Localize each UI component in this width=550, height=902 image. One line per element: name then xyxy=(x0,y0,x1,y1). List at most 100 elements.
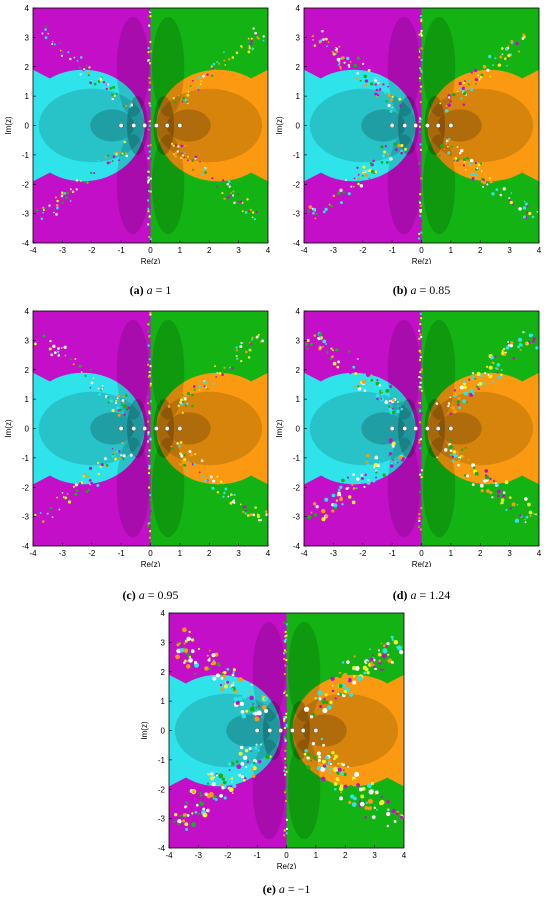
y-tick-label: 1 xyxy=(296,395,301,404)
plot-area xyxy=(304,311,539,546)
plot-area xyxy=(33,8,268,243)
caption-c: (c) a = 0.95 xyxy=(122,588,179,602)
basin-plot-d: -4-4 -3 -3 -2 -2 -1 -1 0 0 1 1 2 2 3 3 4 4 Re(z) Im(z) xyxy=(275,307,542,569)
y-tick-label: 4 xyxy=(25,307,30,316)
root-marker xyxy=(389,426,395,431)
root-marker xyxy=(118,123,124,128)
y-tick-label: -3 xyxy=(22,210,30,219)
y-tick-label: -4 xyxy=(22,239,30,248)
x-tick-label: 1 xyxy=(449,549,454,558)
y-tick-label: -2 xyxy=(158,785,166,794)
y-tick-label: 4 xyxy=(296,4,301,13)
basin-plot-e: -4-4 -3 -3 -2 -2 -1 -1 0 0 1 1 2 2 3 3 4 4 Re(z) Im(z) xyxy=(140,609,407,871)
x-tick-label: 3 xyxy=(236,549,241,558)
y-tick-label: 2 xyxy=(25,63,30,72)
root-marker xyxy=(313,728,319,733)
root-marker xyxy=(177,123,183,128)
y-axis-label: Im(z) xyxy=(4,419,13,438)
x-tick-label: -4 xyxy=(165,851,173,860)
root-marker xyxy=(448,426,454,431)
y-tick-label: -1 xyxy=(22,151,30,160)
root-marker xyxy=(153,123,159,128)
x-axis-label: Re(z) xyxy=(412,257,432,264)
y-tick-label: -2 xyxy=(293,180,301,189)
root-marker xyxy=(164,123,170,128)
x-tick-label: 0 xyxy=(148,246,153,255)
x-tick-label: -4 xyxy=(29,549,37,558)
root-marker xyxy=(402,123,408,128)
x-tick-label: -2 xyxy=(88,246,96,255)
x-tick-label: -1 xyxy=(389,549,397,558)
y-tick-label: 1 xyxy=(25,92,30,101)
x-tick-label: 2 xyxy=(343,851,348,860)
x-tick-label: 2 xyxy=(478,246,483,255)
x-tick-label: 1 xyxy=(178,549,183,558)
y-tick-label: -1 xyxy=(293,454,301,463)
y-tick-label: -4 xyxy=(158,844,166,853)
x-tick-label: 4 xyxy=(266,549,271,558)
x-axis-label: Re(z) xyxy=(412,560,432,567)
x-axis-label: Re(z) xyxy=(277,862,297,869)
y-tick-label: 0 xyxy=(25,122,30,131)
basin-plot-c: -4-4 -3 -3 -2 -2 -1 -1 0 0 1 1 2 2 3 3 4 4 Re(z) Im(z) xyxy=(4,307,271,569)
root-marker xyxy=(278,728,284,733)
plot-area xyxy=(33,311,268,546)
root-marker xyxy=(300,728,306,733)
root-marker xyxy=(254,728,260,733)
y-tick-label: 4 xyxy=(25,4,30,13)
x-tick-label: 4 xyxy=(537,549,542,558)
panel-a: -4 -4 -3 -3 -2 -2 -1 -1 0 0 1 1 2 2 3 3 4 4 Re(z) Im(z) xyxy=(2,2,274,269)
x-tick-label: 3 xyxy=(507,549,512,558)
x-tick-label: -1 xyxy=(118,246,126,255)
x-tick-label: -4 xyxy=(29,246,37,255)
x-tick-label: -2 xyxy=(88,549,96,558)
y-tick-label: -3 xyxy=(158,815,166,824)
y-tick-label: -4 xyxy=(22,542,30,551)
y-tick-label: 0 xyxy=(161,727,166,736)
x-tick-label: 2 xyxy=(207,549,212,558)
x-axis-label: Re(z) xyxy=(141,560,161,567)
root-marker xyxy=(435,123,441,128)
y-tick-label: 1 xyxy=(25,395,30,404)
y-tick-label: -2 xyxy=(293,483,301,492)
y-tick-label: 3 xyxy=(161,638,166,647)
y-tick-label: 0 xyxy=(25,425,30,434)
caption-d: (d) a = 1.24 xyxy=(392,588,451,602)
root-marker xyxy=(118,426,124,431)
y-tick-label: -1 xyxy=(22,454,30,463)
y-tick-label: 2 xyxy=(296,366,301,375)
y-tick-label: -4 xyxy=(293,542,301,551)
basin-plot-a: -4-4 -3 -3 -2 -2 -1 -1 0 0 1 1 2 2 3 3 4 4 Re(z) Im(z) xyxy=(4,4,271,266)
root-marker xyxy=(402,426,408,431)
y-tick-label: -1 xyxy=(293,151,301,160)
caption-e: (e) a = −1 xyxy=(262,882,311,896)
y-tick-label: -3 xyxy=(22,513,30,522)
x-tick-label: -3 xyxy=(59,246,67,255)
root-marker xyxy=(131,426,137,431)
x-tick-label: 1 xyxy=(449,246,454,255)
x-tick-label: 4 xyxy=(402,851,407,860)
x-tick-label: 3 xyxy=(372,851,377,860)
y-axis-label: Im(z) xyxy=(140,721,149,740)
y-axis-label: Im(z) xyxy=(275,419,284,438)
y-tick-label: -4 xyxy=(293,239,301,248)
root-marker xyxy=(413,123,419,128)
root-marker xyxy=(413,426,419,431)
x-tick-label: -2 xyxy=(359,549,367,558)
root-marker xyxy=(177,426,183,431)
x-tick-label: -3 xyxy=(330,549,338,558)
root-marker xyxy=(424,123,430,128)
y-tick-label: -1 xyxy=(158,756,166,765)
root-marker xyxy=(142,123,148,128)
y-tick-label: 4 xyxy=(296,307,301,316)
y-tick-label: 3 xyxy=(25,336,30,345)
root-marker xyxy=(389,123,395,128)
x-tick-label: -3 xyxy=(59,549,67,558)
plot-area xyxy=(304,8,539,243)
root-marker xyxy=(289,728,295,733)
x-tick-label: 0 xyxy=(148,549,153,558)
y-tick-label: 3 xyxy=(296,33,301,42)
x-axis-label: Re(z) xyxy=(141,257,161,264)
x-tick-label: 3 xyxy=(507,246,512,255)
x-tick-label: 0 xyxy=(284,851,289,860)
